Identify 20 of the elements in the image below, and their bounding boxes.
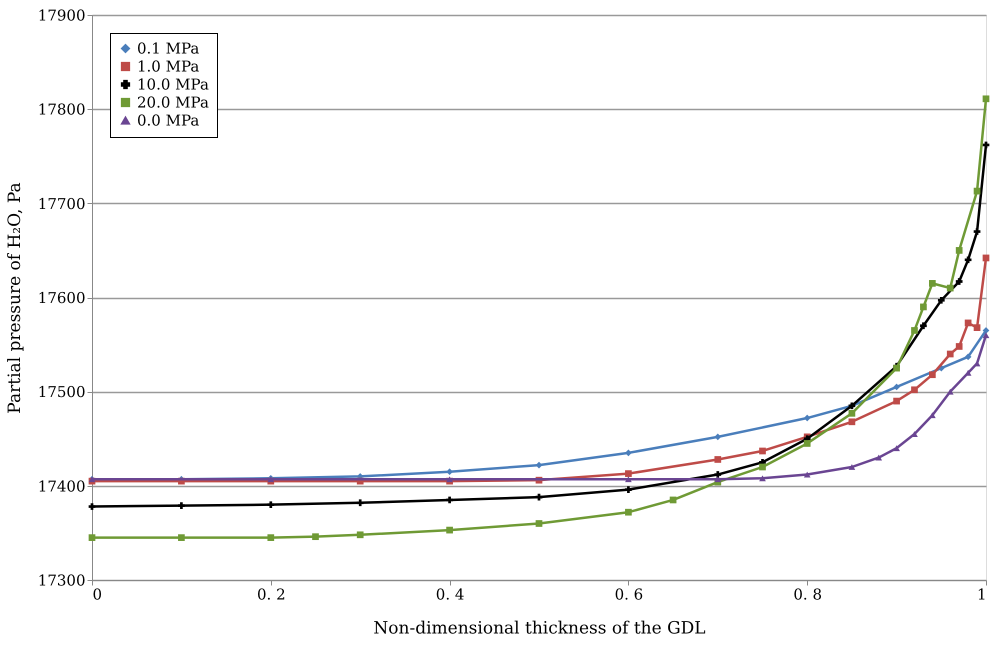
x-tick-label: 0. 8 (793, 586, 822, 604)
y-tick-label: 17400 (38, 477, 86, 496)
y-tick-label: 17500 (38, 383, 86, 402)
x-tick-label: 1 (976, 586, 986, 604)
y-tick-label: 17600 (38, 289, 86, 307)
legend-label: 0.1 MPa (137, 40, 200, 58)
y-tick-label: 17700 (38, 194, 86, 213)
legend-label: 0.0 MPa (137, 112, 200, 130)
x-tick-label: 0. 6 (614, 586, 644, 604)
legend-label: 20.0 MPa (137, 94, 209, 112)
x-axis-title: Non-dimensional thickness of the GDL (373, 618, 706, 638)
y-tick-label: 17300 (38, 572, 86, 590)
y-tick-label: 17900 (38, 6, 86, 24)
legend-label: 10.0 MPa (137, 76, 209, 94)
x-tick-label: 0. 2 (256, 586, 286, 604)
x-tick-label: 0 (92, 586, 102, 604)
legend-label: 1.0 MPa (137, 58, 200, 76)
x-tick-label: 0. 4 (436, 586, 464, 604)
y-axis-title: Partial pressure of H₂O, Pa (4, 182, 25, 414)
y-tick-label: 17800 (38, 100, 86, 119)
